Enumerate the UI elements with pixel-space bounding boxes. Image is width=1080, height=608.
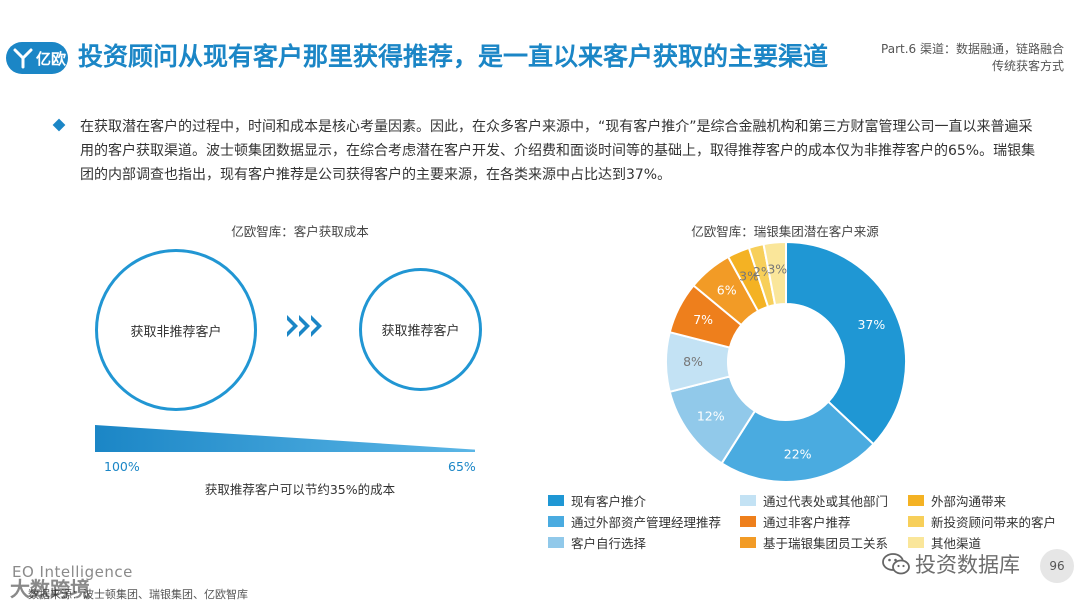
legend-item: 其他渠道 xyxy=(908,533,981,552)
legend-item: 外部沟通带来 xyxy=(908,491,1006,510)
cost-wedge-shape xyxy=(95,425,475,452)
body-paragraph: 在获取潜在客户的过程中，时间和成本是核心考量因素。因此，在众多客户来源中，“现有… xyxy=(80,119,1036,183)
donut-chart: 37%22%12%8%7%6%3%2%3% xyxy=(665,240,907,483)
legend-label: 新投资顾问带来的客户 xyxy=(931,515,1057,530)
donut-slice-label: 8% xyxy=(683,354,703,369)
legend-label: 外部沟通带来 xyxy=(931,494,1007,509)
eo-intelligence-brand: EO Intelligence xyxy=(12,563,133,581)
legend-swatch xyxy=(908,516,924,527)
legend-label: 基于瑞银集团员工关系 xyxy=(763,536,889,551)
legend-item: 基于瑞银集团员工关系 xyxy=(740,533,888,552)
donut-slice-label: 3% xyxy=(767,261,787,276)
section-label: Part.6 渠道：数据融通，链路融合 传统获客方式 xyxy=(824,41,1064,75)
non-referral-label: 获取非推荐客户 xyxy=(130,324,222,340)
donut-slice-label: 7% xyxy=(693,312,713,327)
legend-swatch xyxy=(740,516,756,527)
wechat-icon xyxy=(882,553,910,575)
donut-slice-label: 37% xyxy=(857,317,885,332)
logo-text: 亿欧 xyxy=(36,49,67,68)
legend-label: 现有客户推介 xyxy=(571,494,647,509)
page-title: 投资顾问从现有客户那里获得推荐，是一直以来客户获取的主要渠道 xyxy=(78,42,829,71)
section-label-line2: 传统获客方式 xyxy=(991,59,1064,73)
donut-slice-label: 12% xyxy=(697,409,725,424)
cost-wedge xyxy=(95,425,475,452)
legend-item: 客户自行选择 xyxy=(548,533,646,552)
legend-swatch xyxy=(548,516,564,527)
legend-label: 通过外部资产管理经理推荐 xyxy=(571,515,722,530)
legend-item: 新投资顾问带来的客户 xyxy=(908,512,1056,531)
legend-swatch xyxy=(740,537,756,548)
legend-label: 其他渠道 xyxy=(931,536,982,551)
watermark-right: 投资数据库 xyxy=(881,549,1020,579)
donut-slice xyxy=(720,400,875,483)
chevron-right-icon xyxy=(287,315,323,337)
legend-swatch xyxy=(548,495,564,506)
donut-slice-label: 3% xyxy=(739,269,759,284)
yiou-logo: 亿欧 xyxy=(6,42,68,74)
legend-swatch xyxy=(908,495,924,506)
donut-legend: 现有客户推介 通过代表处或其他部门 外部沟通带来通过外部资产管理经理推荐 通过非客户推… xyxy=(548,491,1068,559)
data-source: 数据来源：波士顿集团、瑞银集团、亿欧智库 xyxy=(28,588,248,601)
cost-saving-caption: 获取推荐客户可以节约35%的成本 xyxy=(204,482,396,497)
watermark-left: 大数跨境 xyxy=(10,577,90,601)
referral-label: 获取推荐客户 xyxy=(381,324,460,339)
legend-swatch xyxy=(908,537,924,548)
referral-circle: 获取推荐客户 xyxy=(359,268,482,391)
cost-end-label: 65% xyxy=(448,459,476,474)
yiou-logo-icon xyxy=(13,48,33,69)
legend-item: 通过代表处或其他部门 xyxy=(740,491,888,510)
donut-chart-caption: 亿欧智库：瑞银集团潜在客户来源 xyxy=(691,224,879,239)
chevron-2 xyxy=(299,315,310,337)
chevron-3 xyxy=(311,315,322,337)
legend-label: 通过代表处或其他部门 xyxy=(763,494,889,509)
legend-label: 客户自行选择 xyxy=(571,536,647,551)
legend-item: 通过非客户推荐 xyxy=(740,512,851,531)
legend-swatch xyxy=(740,495,756,506)
legend-item: 通过外部资产管理经理推荐 xyxy=(548,512,721,531)
donut-slice xyxy=(785,240,907,446)
legend-item: 现有客户推介 xyxy=(548,491,646,510)
legend-swatch xyxy=(548,537,564,548)
donut-slice xyxy=(762,240,787,307)
donut-slice-label: 6% xyxy=(717,282,737,297)
non-referral-circle: 获取非推荐客户 xyxy=(95,249,257,411)
cost-figure-caption: 亿欧智库：客户获取成本 xyxy=(231,224,369,239)
legend-label: 通过非客户推荐 xyxy=(763,515,851,530)
section-label-line1: Part.6 渠道：数据融通，链路融合 xyxy=(881,42,1064,56)
page-number: 96 xyxy=(1040,549,1074,583)
watermark-right-text: 投资数据库 xyxy=(915,553,1020,577)
chevron-1 xyxy=(287,315,298,337)
cost-start-label: 100% xyxy=(104,459,140,474)
donut-slice-label: 22% xyxy=(784,446,812,461)
